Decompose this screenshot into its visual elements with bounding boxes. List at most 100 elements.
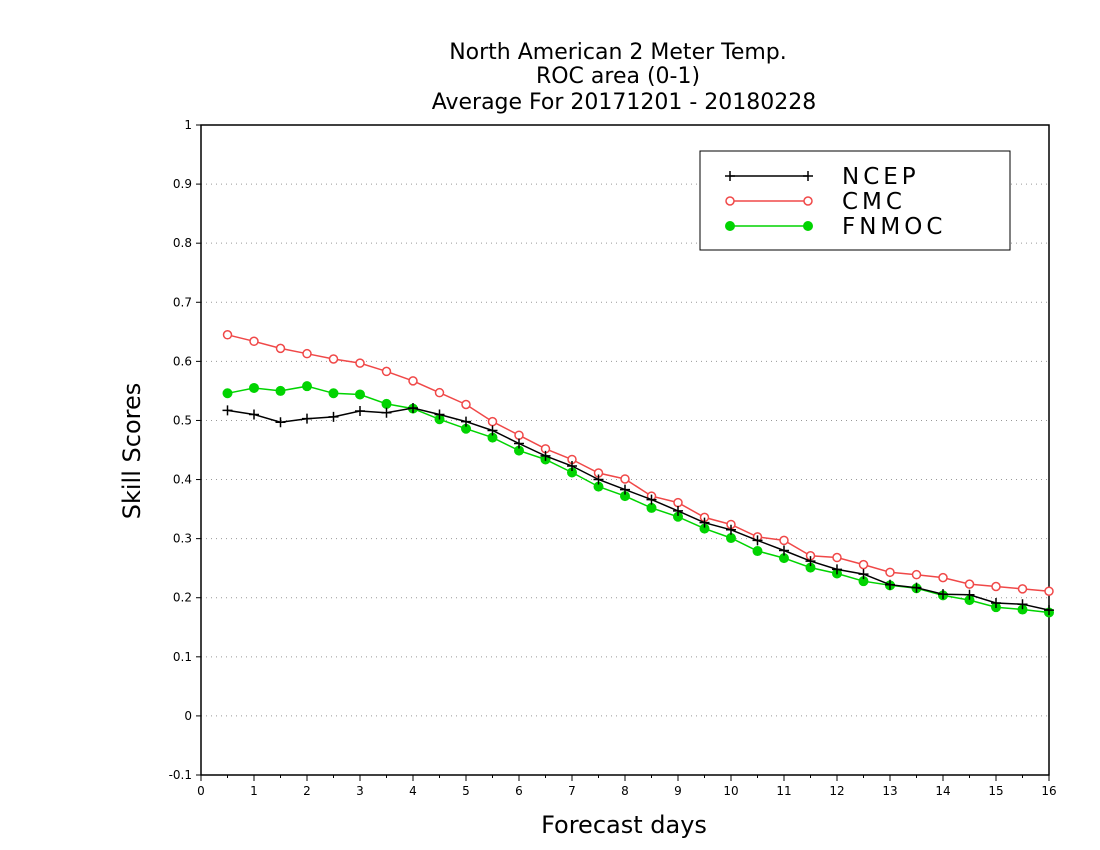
x-tick-label: 13	[882, 784, 897, 798]
data-point-fnmoc	[646, 502, 657, 513]
data-point-ncep	[991, 598, 1001, 609]
data-point-fnmoc	[222, 388, 233, 399]
y-tick-label: 0	[184, 709, 192, 723]
x-tick-label: 4	[409, 784, 417, 798]
gridlines	[201, 183, 1049, 717]
legend-marker-fnmoc	[725, 221, 735, 231]
data-point-cmc	[779, 535, 789, 546]
data-point-ncep	[487, 425, 498, 436]
legend-label-ncep: NCEP	[842, 164, 920, 190]
data-point-ncep	[593, 474, 604, 485]
data-point-ncep	[1044, 605, 1054, 616]
series-ncep	[222, 403, 1054, 616]
legend-entry-cmc: CMC	[725, 189, 906, 215]
data-point-cmc	[328, 354, 339, 364]
y-tick-label: -0.1	[169, 768, 192, 782]
data-point-ncep	[540, 450, 551, 461]
series-line-ncep	[227, 407, 1050, 611]
y-tick-label: 0.1	[173, 650, 192, 664]
series-line-cmc	[227, 334, 1050, 592]
data-point-ncep	[858, 569, 869, 580]
data-point-cmc	[222, 330, 233, 340]
legend-marker-fnmoc	[803, 221, 813, 231]
data-point-cmc	[858, 559, 869, 570]
data-point-ncep	[805, 556, 816, 567]
legend-marker-cmc	[803, 196, 813, 206]
data-point-ncep	[567, 460, 577, 471]
data-point-ncep	[938, 589, 948, 600]
data-point-ncep	[408, 403, 418, 414]
data-point-ncep	[673, 505, 683, 516]
data-point-cmc	[302, 348, 312, 359]
y-tick-label: 1	[184, 118, 192, 132]
data-point-cmc	[355, 358, 365, 368]
y-tick-label: 0.4	[173, 473, 192, 487]
x-tick-label: 8	[621, 784, 629, 798]
x-tick-label: 0	[197, 784, 205, 798]
series-lines	[222, 330, 1054, 618]
data-point-ncep	[911, 582, 922, 593]
data-point-ncep	[434, 409, 445, 420]
data-point-fnmoc	[381, 398, 392, 409]
data-point-ncep	[620, 484, 630, 495]
x-tick-label: 15	[988, 784, 1003, 798]
x-tick-label: 2	[303, 784, 311, 798]
x-tick-label: 10	[723, 784, 738, 798]
data-point-cmc	[408, 376, 418, 386]
data-point-cmc	[911, 569, 922, 580]
data-point-ncep	[779, 545, 789, 556]
legend-marker-ncep	[803, 171, 813, 181]
data-point-cmc	[1044, 586, 1054, 596]
data-point-cmc	[275, 343, 286, 354]
x-tick-label: 16	[1041, 784, 1056, 798]
series-fnmoc	[222, 381, 1054, 618]
x-tick-label: 3	[356, 784, 364, 798]
data-point-fnmoc	[302, 381, 312, 392]
legend-label-fnmoc: FNMOC	[842, 214, 946, 240]
data-point-cmc	[938, 572, 948, 583]
series-line-fnmoc	[227, 385, 1050, 614]
data-point-cmc	[514, 430, 524, 440]
data-point-cmc	[461, 399, 471, 410]
y-tick-label: 0.6	[173, 354, 192, 368]
y-tick-label: 0.8	[173, 236, 192, 250]
data-point-ncep	[699, 517, 710, 528]
data-point-cmc	[991, 581, 1001, 592]
legend-marker-ncep	[725, 171, 735, 181]
data-point-cmc	[620, 474, 630, 484]
data-point-ncep	[302, 413, 312, 424]
legend-entry-ncep: NCEP	[725, 164, 920, 190]
legend-marker-cmc	[725, 196, 735, 206]
data-point-ncep	[646, 494, 657, 505]
data-point-ncep	[964, 589, 975, 600]
data-point-ncep	[726, 524, 736, 535]
series-cmc	[222, 330, 1054, 596]
data-point-cmc	[832, 552, 842, 563]
x-tick-label: 6	[515, 784, 523, 798]
data-point-ncep	[514, 438, 524, 449]
data-point-fnmoc	[355, 389, 365, 400]
y-tick-label: 0.9	[173, 177, 192, 191]
data-point-cmc	[434, 387, 445, 398]
legend-label-cmc: CMC	[842, 189, 906, 215]
data-point-cmc	[381, 366, 392, 377]
data-point-ncep	[461, 416, 471, 427]
data-point-fnmoc	[249, 382, 259, 393]
x-tick-label: 9	[674, 784, 682, 798]
data-point-cmc	[673, 497, 683, 508]
x-axis-ticks: 0 1 2 3 4 5 6 7 8 9 10 11 12 13 14 15 16	[197, 775, 1057, 798]
data-point-fnmoc	[275, 385, 286, 396]
data-point-ncep	[752, 535, 763, 546]
x-tick-label: 14	[935, 784, 950, 798]
x-axis-title: Forecast days	[541, 811, 707, 839]
data-point-fnmoc	[328, 388, 339, 399]
x-tick-label: 1	[250, 784, 258, 798]
x-tick-label: 11	[776, 784, 791, 798]
x-tick-label: 7	[568, 784, 576, 798]
data-point-fnmoc	[726, 533, 736, 544]
data-point-ncep	[328, 411, 339, 422]
data-point-ncep	[832, 564, 842, 575]
chart-title-line-3: Average For 20171201 - 20180228	[432, 90, 817, 115]
